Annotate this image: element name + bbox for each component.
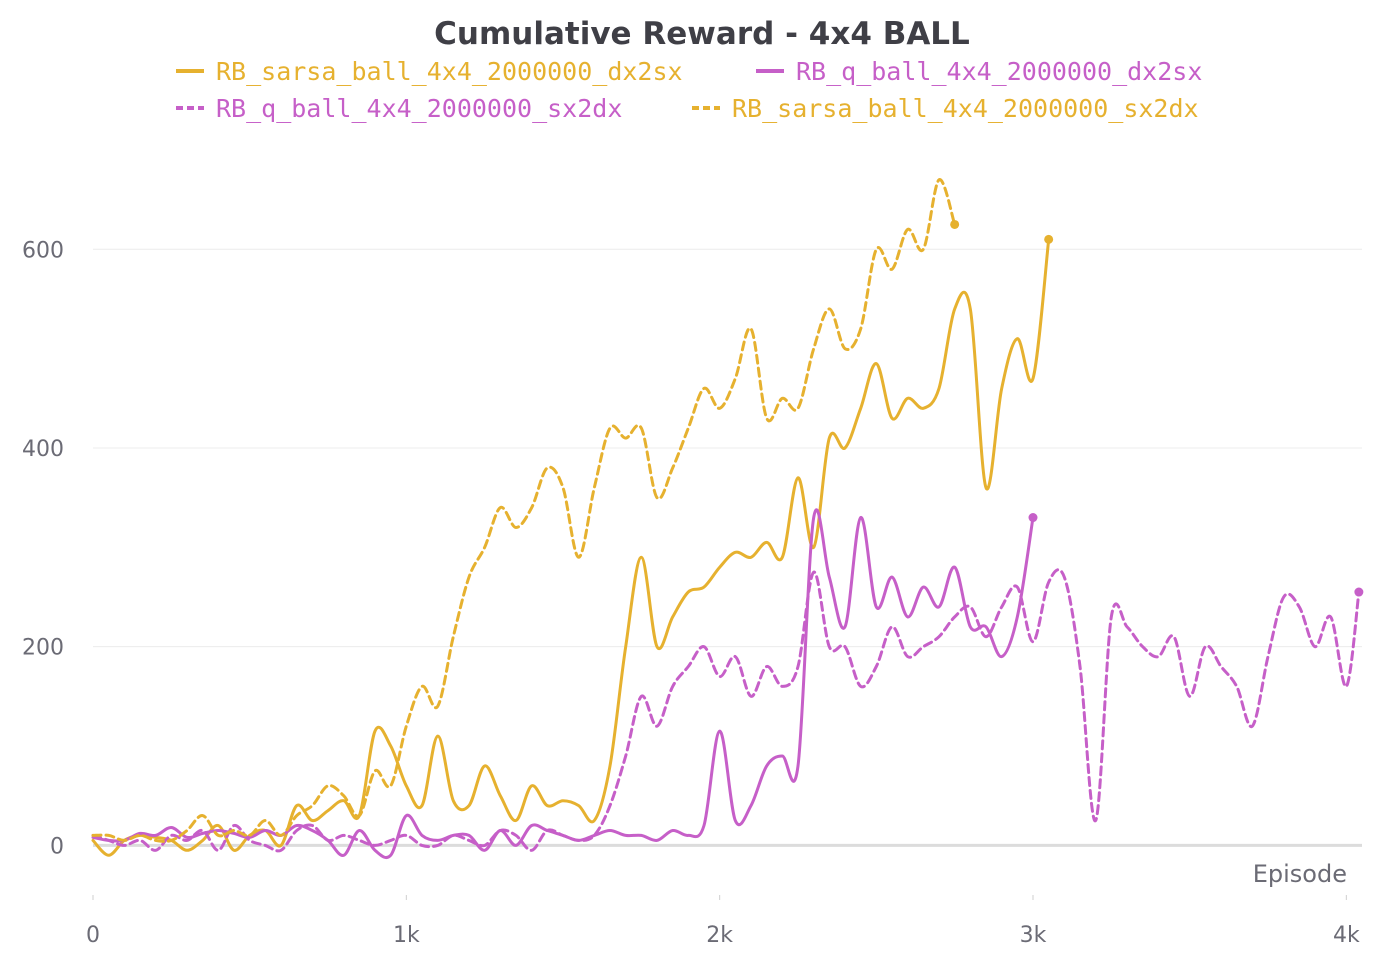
legend-item-rb-sarsa-ball-4x4-2000000-dx2sx[interactable]: RB_sarsa_ball_4x4_2000000_dx2sx (176, 57, 683, 86)
legend-item-rb-q-ball-4x4-2000000-sx2dx[interactable]: RB_q_ball_4x4_2000000_sx2dx (176, 94, 622, 123)
series-end-point (1044, 234, 1054, 244)
series-line-rb-sarsa-ball-4x4-2000000-dx2sx (91, 237, 1051, 857)
x-axis-title: Episode (1253, 860, 1347, 888)
grid-lines (93, 248, 1362, 847)
x-tick-label: 4k (1333, 923, 1360, 948)
series-line-rb-q-ball-4x4-2000000-sx2dx (91, 568, 1361, 853)
series-line-rb-sarsa-ball-4x4-2000000-sx2dx (91, 178, 957, 843)
x-tick-label: 1k (393, 923, 420, 948)
series-end-point (950, 219, 960, 229)
chart-legend: RB_sarsa_ball_4x4_2000000_dx2sx RB_q_ball… (176, 57, 1202, 123)
series-line-rb-q-ball-4x4-2000000-dx2sx (91, 508, 1035, 860)
x-tick-label: 3k (1020, 923, 1047, 948)
legend-label: RB_sarsa_ball_4x4_2000000_sx2dx (732, 94, 1199, 123)
plot-area (91, 178, 1364, 860)
series-end-point (1028, 513, 1038, 523)
legend-item-rb-q-ball-4x4-2000000-dx2sx[interactable]: RB_q_ball_4x4_2000000_dx2sx (756, 57, 1202, 86)
chart-title: Cumulative Reward - 4x4 BALL (434, 16, 970, 52)
x-axis: 0 1k 2k 3k 4k (86, 895, 1360, 948)
y-tick-label: 400 (22, 437, 64, 462)
legend-label: RB_q_ball_4x4_2000000_dx2sx (796, 57, 1202, 86)
y-tick-label: 600 (22, 238, 64, 263)
y-tick-label: 0 (50, 834, 64, 859)
y-axis: 0 200 400 600 (22, 238, 64, 859)
legend-item-rb-sarsa-ball-4x4-2000000-sx2dx[interactable]: RB_sarsa_ball_4x4_2000000_sx2dx (692, 94, 1199, 123)
x-tick-label: 2k (706, 923, 733, 948)
legend-label: RB_sarsa_ball_4x4_2000000_dx2sx (216, 57, 683, 86)
x-tick-label: 0 (86, 923, 100, 948)
y-tick-label: 200 (22, 636, 64, 661)
legend-label: RB_q_ball_4x4_2000000_sx2dx (216, 94, 622, 123)
series-end-point (1354, 587, 1364, 597)
